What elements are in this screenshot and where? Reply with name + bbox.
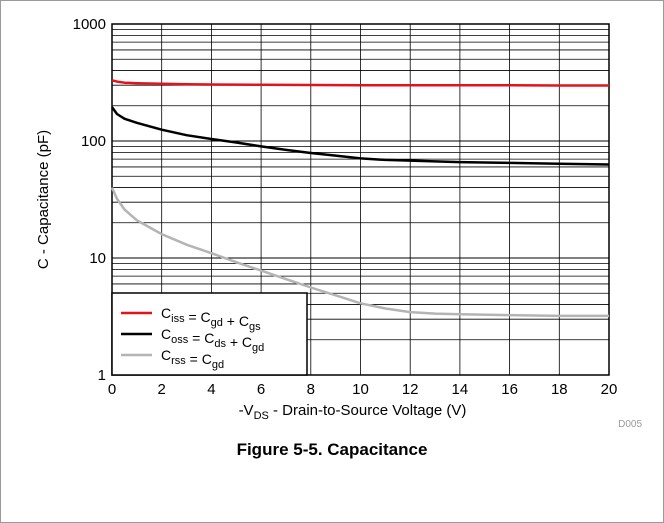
legend-label-3: Crss = Cgd	[161, 347, 224, 371]
x-tick-label: 2	[158, 381, 166, 398]
y-tick-label: 1000	[73, 16, 106, 33]
y-tick-label: 1	[98, 367, 106, 384]
legend-label-2: Coss = Cds + Cgd	[161, 326, 264, 354]
y-tick-label: 100	[81, 133, 106, 150]
plot-border	[111, 23, 610, 376]
x-tick-label: 18	[551, 381, 568, 398]
x-tick-label: 12	[402, 381, 419, 398]
series-line-1	[111, 79, 609, 87]
legend-label-1: Ciss = Cgd + Cgs	[161, 305, 261, 333]
x-tick-label: 6	[257, 381, 265, 398]
x-tick-label: 10	[352, 381, 369, 398]
x-tick-label: 0	[108, 381, 116, 398]
y-tick-label: 10	[89, 250, 106, 267]
x-axis-label: -VDS - Drain-to-Source Voltage (V)	[239, 402, 467, 422]
x-tick-label: 8	[307, 381, 315, 398]
x-tick-label: 16	[501, 381, 518, 398]
series-line-3	[110, 187, 609, 318]
x-tick-label: 4	[207, 381, 215, 398]
figure-code: D005	[618, 419, 642, 430]
series-line-2	[110, 106, 610, 166]
figure-caption: Figure 5-5. Capacitance	[236, 440, 428, 459]
x-tick-label: 14	[452, 381, 469, 398]
x-tick-label: 20	[601, 381, 618, 398]
y-axis-label: C - Capacitance (pF)	[35, 130, 52, 269]
